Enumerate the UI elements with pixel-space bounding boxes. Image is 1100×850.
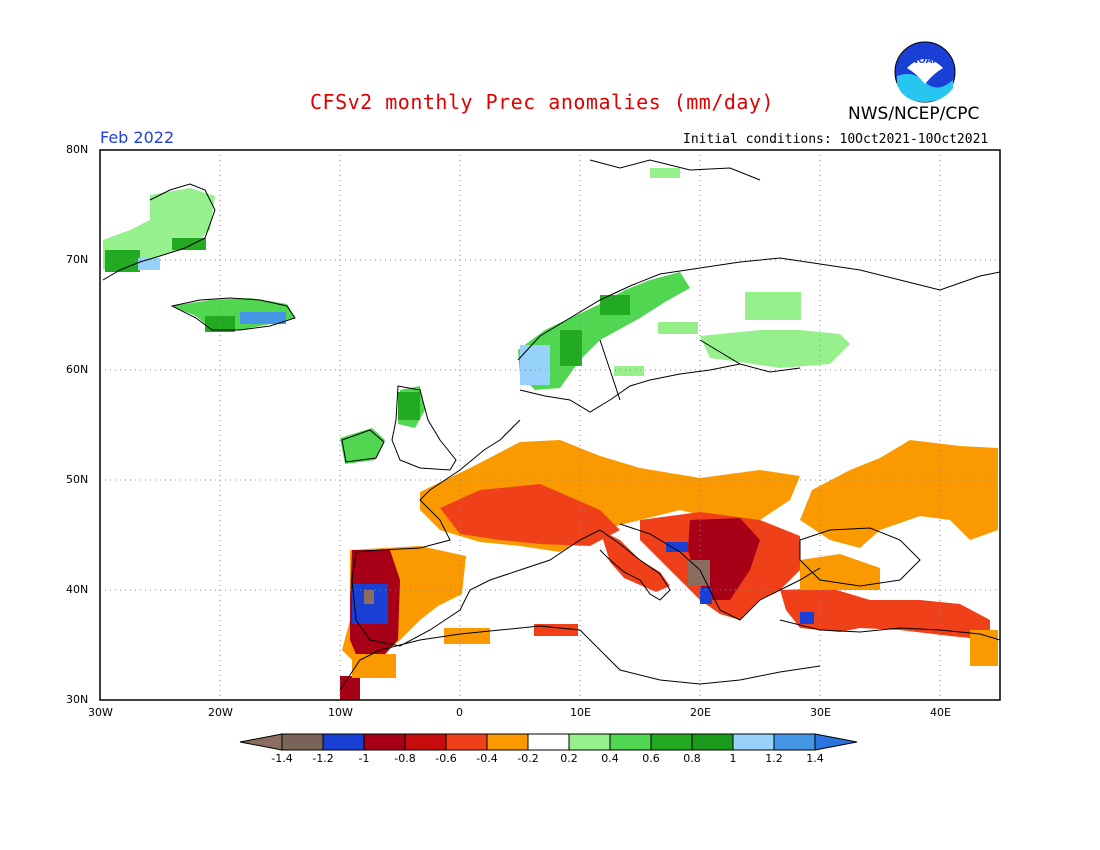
noaa-logo: NOAA [893,40,957,104]
anomaly-adriatic-blue [666,542,688,552]
anomaly-russia [800,440,998,548]
colorbar-tick-label: 0.2 [560,752,578,765]
anomaly-morocco-orange [352,654,396,678]
coastlines [102,159,1000,691]
anomaly-algeria [444,628,490,644]
anomaly-greece-blue [700,588,712,604]
colorbar-tick-label: 1.2 [765,752,783,765]
colorbar-box [363,733,406,751]
lon-label-0: 0 [456,706,463,719]
anomaly-sweden-light [658,322,698,334]
anomaly-portugal-brown [364,590,374,604]
lat-label-50n: 50N [66,473,89,486]
map-title: CFSv2 monthly Prec anomalies (mm/day) [310,90,775,114]
map-frame [99,149,1001,701]
lon-label-30e: 30E [810,706,831,719]
anomaly-middleeast [970,630,998,666]
colorbar-tick-label: -1.4 [271,752,293,765]
lat-label-70n: 70N [66,253,89,266]
anomaly-morocco [340,676,360,700]
colorbar-box [486,733,529,751]
anomaly-svalbard [650,168,680,178]
colorbar-tick-label: -0.4 [476,752,498,765]
colorbar [239,733,858,751]
anomaly-iceland-blue [240,312,286,324]
colorbar-tick-label: 1 [729,752,737,765]
anomaly-norway-blue [520,345,550,385]
lat-label-30n: 30N [66,693,89,706]
colorbar-box [732,733,775,751]
colorbar-arrow-left [239,733,283,751]
colorbar-box [281,733,324,751]
lat-label-80n: 80N [66,143,89,156]
colorbar-tick-label: 0.4 [601,752,619,765]
colorbar-box [445,733,488,751]
anomaly-italy [600,530,670,592]
lon-label-30w: 30W [88,706,113,719]
anomaly-fills [103,168,998,700]
colorbar-box [609,733,652,751]
colorbar-box [691,733,734,751]
lat-label-60n: 60N [66,363,89,376]
anomaly-turkey [780,588,990,640]
initial-conditions: Initial conditions: 10Oct2021-10Oct2021 [683,132,989,147]
colorbar-arrow-right [814,733,858,751]
lon-label-20e: 20E [690,706,711,719]
lat-label-40n: 40N [66,583,89,596]
graticule [100,150,1000,700]
anomaly-adriatic-brown [688,560,710,586]
lon-label-40e: 40E [930,706,951,719]
colorbar-tick-label: -0.6 [435,752,457,765]
anomaly-norway-dark2 [600,295,630,315]
colorbar-box [568,733,611,751]
anomaly-norway-dark [560,330,582,366]
colorbar-tick-label: 1.4 [806,752,824,765]
colorbar-tick-label: -1 [358,752,370,765]
colorbar-tick-label: -0.2 [517,752,539,765]
lon-label-10w: 10W [328,706,353,719]
noaa-logo-icon: NOAA [894,41,956,103]
colorbar-box [527,733,570,751]
anomaly-ireland [340,428,385,464]
colorbar-tick-label: -0.8 [394,752,416,765]
anomaly-finland [700,330,850,368]
anomaly-greenland-dark [105,250,140,272]
colorbar-tick-label: 0.8 [683,752,701,765]
anomaly-france-south [440,484,620,546]
valid-month: Feb 2022 [100,128,175,147]
colorbar-box [650,733,693,751]
agency-label: NWS/NCEP/CPC [848,104,980,124]
anomaly-greenland [103,188,215,270]
colorbar-box [322,733,365,751]
lon-label-10e: 10E [570,706,591,719]
colorbar-tick-label: 0.6 [642,752,660,765]
colorbar-tick-label: -1.2 [312,752,334,765]
anomaly-scotland-dark [398,392,420,420]
anomaly-finland-north [745,292,801,320]
anomaly-turkey-blue [800,612,814,624]
anomaly-iceland-dark [205,316,235,332]
logo-text: NOAA [911,56,940,66]
anomaly-greenland-dark2 [172,238,206,250]
colorbar-box [773,733,816,751]
lon-label-20w: 20W [208,706,233,719]
colorbar-box [404,733,447,751]
anomaly-sweden-south [614,366,644,376]
